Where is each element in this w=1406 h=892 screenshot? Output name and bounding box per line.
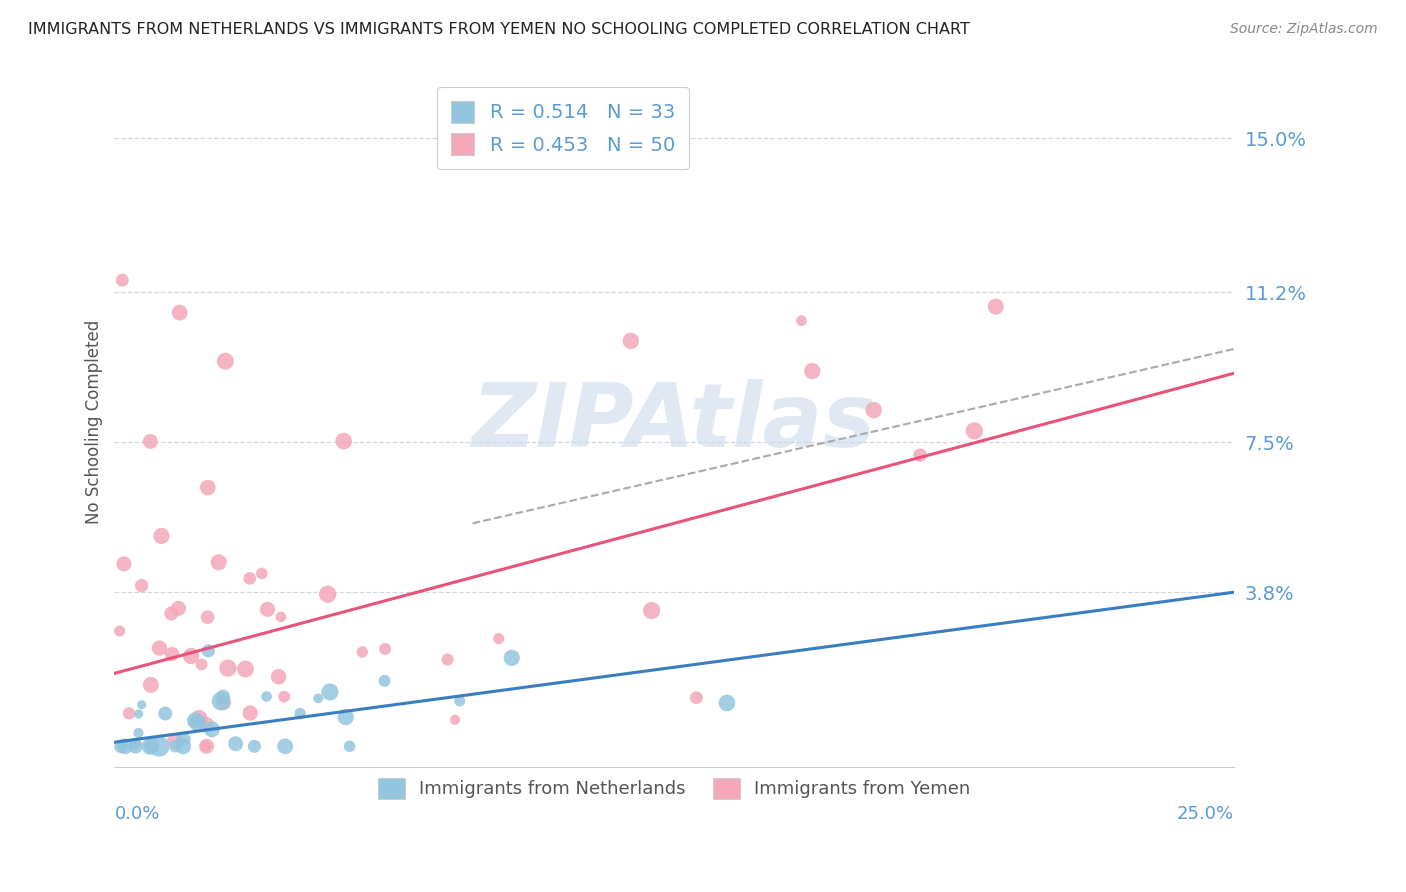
Point — [195, 718, 218, 732]
Point — [716, 696, 738, 710]
Point — [110, 739, 132, 754]
Point — [139, 739, 162, 754]
Point — [148, 739, 170, 754]
Point — [444, 713, 467, 727]
Point — [172, 739, 194, 754]
Point — [160, 647, 183, 661]
Point — [217, 661, 239, 675]
Point — [190, 657, 212, 672]
Point — [150, 529, 173, 543]
Point — [118, 706, 141, 721]
Point — [141, 739, 163, 754]
Point — [256, 602, 278, 616]
Point — [963, 424, 986, 438]
Point — [208, 555, 231, 569]
Point — [212, 696, 235, 710]
Point — [685, 690, 707, 705]
Point — [124, 739, 146, 754]
Point — [155, 706, 177, 721]
Point — [188, 711, 211, 725]
Point — [288, 706, 311, 721]
Point — [316, 587, 339, 601]
Point — [620, 334, 643, 348]
Legend: Immigrants from Netherlands, Immigrants from Yemen: Immigrants from Netherlands, Immigrants … — [370, 771, 977, 805]
Point — [184, 714, 207, 728]
Point — [270, 610, 292, 624]
Point — [139, 678, 162, 692]
Point — [197, 644, 219, 658]
Point — [167, 601, 190, 615]
Point — [169, 305, 191, 319]
Point — [124, 737, 146, 751]
Point — [801, 364, 824, 378]
Text: 0.0%: 0.0% — [114, 805, 160, 823]
Point — [180, 648, 202, 663]
Point — [108, 624, 131, 638]
Point — [209, 694, 232, 708]
Point — [114, 739, 136, 754]
Point — [790, 313, 813, 327]
Point — [339, 739, 361, 754]
Point — [488, 632, 510, 646]
Point — [195, 739, 218, 754]
Point — [436, 652, 458, 666]
Point — [214, 354, 236, 368]
Point — [319, 685, 342, 699]
Point — [131, 578, 153, 592]
Point — [273, 690, 295, 704]
Point — [201, 723, 224, 737]
Point — [186, 715, 208, 730]
Point — [332, 434, 354, 449]
Text: ZIPAtlas: ZIPAtlas — [472, 378, 876, 466]
Point — [160, 607, 183, 621]
Point — [862, 403, 884, 417]
Point — [212, 690, 235, 704]
Point — [112, 557, 135, 571]
Point — [984, 300, 1007, 314]
Point — [172, 732, 194, 747]
Y-axis label: No Schooling Completed: No Schooling Completed — [86, 320, 103, 524]
Point — [352, 645, 374, 659]
Point — [640, 603, 662, 617]
Point — [148, 641, 170, 656]
Text: Source: ZipAtlas.com: Source: ZipAtlas.com — [1230, 22, 1378, 37]
Point — [127, 726, 149, 740]
Text: IMMIGRANTS FROM NETHERLANDS VS IMMIGRANTS FROM YEMEN NO SCHOOLING COMPLETED CORR: IMMIGRANTS FROM NETHERLANDS VS IMMIGRANT… — [28, 22, 970, 37]
Point — [256, 690, 278, 704]
Point — [374, 642, 396, 657]
Point — [235, 662, 257, 676]
Point — [131, 698, 153, 712]
Point — [908, 448, 931, 462]
Point — [128, 706, 150, 721]
Point — [335, 710, 357, 724]
Point — [243, 739, 266, 754]
Point — [165, 739, 187, 754]
Point — [373, 673, 395, 688]
Point — [194, 739, 217, 754]
Point — [225, 737, 247, 751]
Text: 25.0%: 25.0% — [1177, 805, 1233, 823]
Point — [165, 733, 187, 747]
Point — [111, 273, 134, 287]
Point — [197, 610, 219, 624]
Point — [239, 706, 262, 720]
Point — [250, 566, 273, 581]
Point — [267, 670, 290, 684]
Point — [197, 481, 219, 495]
Point — [139, 434, 162, 449]
Point — [274, 739, 297, 754]
Point — [239, 571, 262, 585]
Point — [307, 691, 329, 706]
Point — [449, 694, 471, 708]
Point — [501, 650, 523, 665]
